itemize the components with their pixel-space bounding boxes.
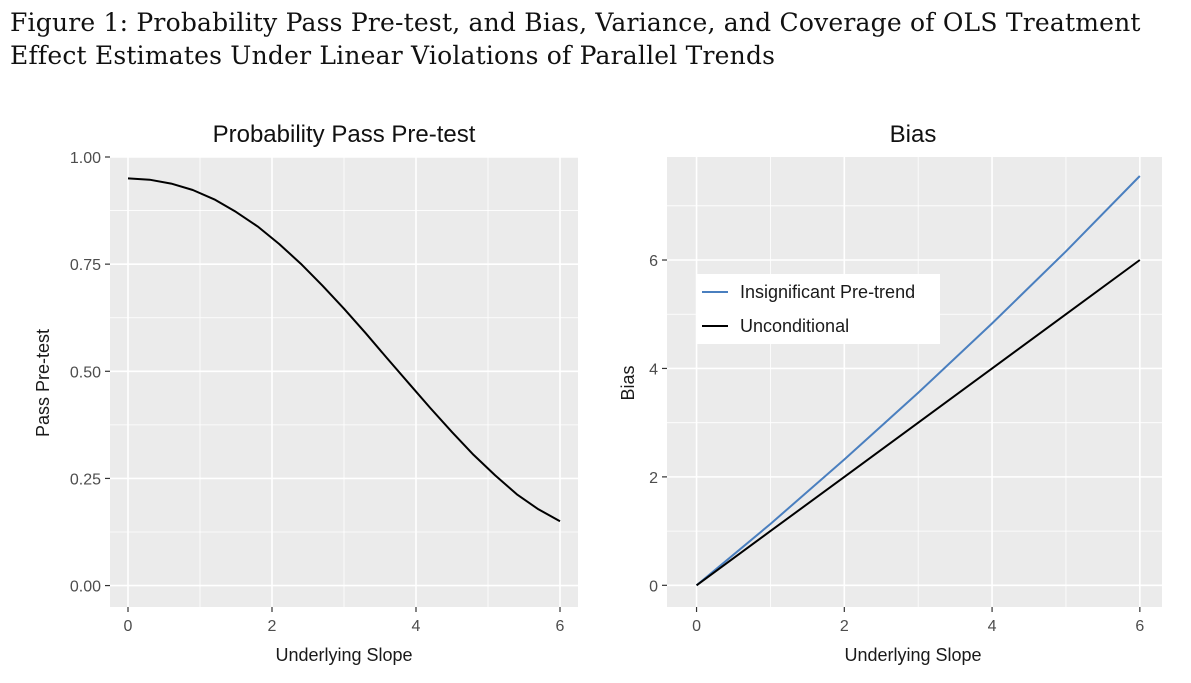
legend-background [696, 274, 940, 344]
legend-label-insignificant: Insignificant Pre-trend [740, 282, 915, 302]
x-axis-ticks: 0 2 4 6 [692, 607, 1144, 635]
y-tick-label: 6 [649, 253, 658, 270]
y-tick-label: 0 [649, 578, 658, 595]
y-tick-label: 0.25 [70, 471, 101, 488]
x-axis-ticks: 0 2 4 6 [124, 607, 565, 635]
legend-label-unconditional: Unconditional [740, 316, 849, 336]
x-tick-label: 2 [268, 618, 277, 635]
series-lines [695, 175, 1141, 587]
y-tick-label: 0.75 [70, 257, 101, 274]
chart-bias: Bias 0 2 4 6 0 2 4 6 Underlying Slope Bias Ins… [618, 121, 1162, 665]
series-line-pass-pretest [127, 177, 561, 523]
grid-lines [667, 157, 1162, 607]
x-tick-label: 6 [556, 618, 565, 635]
y-axis-label: Pass Pre-test [33, 329, 53, 437]
series-line-unconditional [696, 259, 1141, 587]
x-tick-label: 0 [692, 618, 701, 635]
y-tick-label: 1.00 [70, 150, 101, 167]
figure-caption: Figure 1: Probability Pass Pre-test, and… [10, 8, 1141, 70]
series-lines [127, 177, 561, 523]
series-line-insignificant-pre-trend [695, 175, 1141, 587]
x-tick-label: 0 [124, 618, 133, 635]
x-tick-label: 4 [988, 618, 997, 635]
x-tick-label: 2 [840, 618, 849, 635]
chart-title: Bias [890, 121, 937, 148]
x-tick-label: 6 [1135, 618, 1144, 635]
chart-title: Probability Pass Pre-test [213, 121, 476, 148]
y-tick-label: 0.00 [70, 579, 101, 596]
y-tick-label: 4 [649, 361, 658, 378]
panel-background [667, 157, 1162, 607]
y-tick-label: 0.50 [70, 364, 101, 381]
x-tick-label: 4 [412, 618, 421, 635]
y-axis-ticks: 0.00 0.25 0.50 0.75 1.00 [70, 150, 110, 596]
y-axis-ticks: 0 2 4 6 [649, 253, 667, 595]
y-tick-label: 2 [649, 470, 658, 487]
x-axis-label: Underlying Slope [844, 645, 981, 665]
y-axis-label: Bias [618, 365, 638, 400]
legend: Insignificant Pre-trend Unconditional [696, 274, 940, 344]
x-axis-label: Underlying Slope [275, 645, 412, 665]
